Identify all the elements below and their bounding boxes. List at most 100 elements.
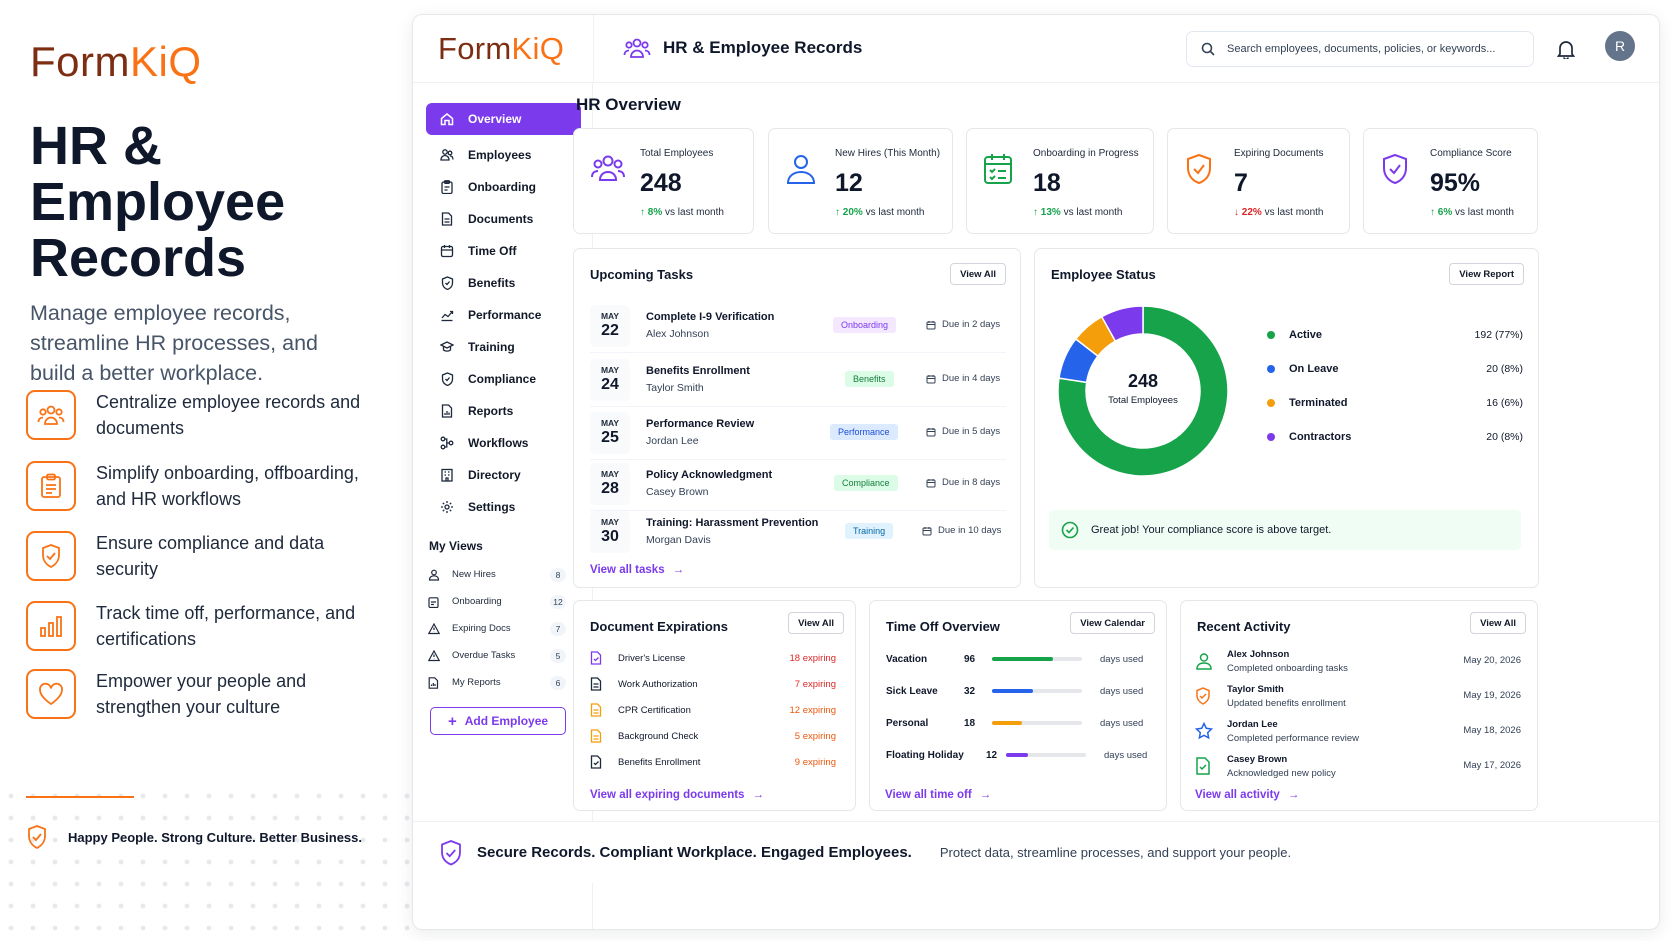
view-label: New Hires	[452, 569, 496, 580]
task-row[interactable]: MAY 30 Training: Harassment Prevention Mo…	[590, 507, 1006, 559]
sidebar-item-label: Reports	[468, 404, 514, 418]
legend-dot	[1267, 433, 1275, 441]
view-all-documents-button[interactable]: View All	[788, 612, 844, 634]
bell-icon[interactable]	[1557, 39, 1575, 59]
sidebar-item-training[interactable]: Training	[426, 332, 581, 362]
feature-text: Centralize employee records and document…	[96, 392, 361, 438]
donut-center: 248 Total Employees	[1053, 371, 1233, 406]
document-row[interactable]: CPR Certification 12 expiring	[590, 697, 836, 723]
task-row[interactable]: MAY 22 Complete I-9 Verification Alex Joh…	[590, 301, 1006, 353]
workflow-icon	[440, 436, 454, 450]
feature-item: Simplify onboarding, offboarding, and HR…	[26, 460, 366, 512]
view-all-activity-link[interactable]: View all activity →	[1195, 789, 1300, 801]
sidebar-item-settings[interactable]: Settings	[426, 492, 581, 522]
clipboard-icon	[26, 461, 76, 511]
kpi-value: 7	[1234, 169, 1248, 197]
kpi-card[interactable]: Expiring Documents 7 ↓ 22% vs last month	[1167, 128, 1350, 234]
sidebar-item-employees[interactable]: Employees	[426, 140, 581, 170]
donut-slice-active	[1057, 305, 1229, 477]
brand-logo: FormKiQ	[30, 38, 202, 85]
feature-text: Track time off, performance, and certifi…	[96, 603, 356, 649]
sidebar-item-directory[interactable]: Directory	[426, 460, 581, 490]
add-employee-button[interactable]: + Add Employee	[430, 707, 566, 735]
task-person: Casey Brown	[646, 486, 709, 498]
task-row[interactable]: MAY 25 Performance Review Jordan Lee Perf…	[590, 408, 1006, 460]
view-report-button[interactable]: View Report	[1449, 263, 1524, 285]
sidebar: Overview Employees Onboarding Documents …	[413, 83, 593, 929]
feature-item: Track time off, performance, and certifi…	[26, 600, 366, 652]
kpi-value: 248	[640, 169, 682, 197]
feature-item: Ensure compliance and data security	[26, 530, 366, 582]
marketing-panel: FormKiQ HR & Employee Records Manage emp…	[0, 0, 410, 941]
progress-bar	[992, 689, 1082, 693]
time-off-row: Vacation 96 days used	[886, 653, 1144, 665]
sidebar-item-label: Compliance	[468, 372, 537, 386]
activity-row[interactable]: Jordan Lee Completed performance review Ma…	[1195, 717, 1521, 752]
view-all-tasks-link[interactable]: View all tasks →	[590, 564, 685, 576]
card-title: Upcoming Tasks	[590, 267, 694, 282]
sidebar-item-label: Directory	[468, 468, 521, 482]
kpi-value: 95%	[1430, 169, 1481, 197]
document-row[interactable]: Benefits Enrollment 9 expiring	[590, 749, 836, 775]
search-box[interactable]	[1186, 31, 1534, 67]
view-all-tasks-button[interactable]: View All	[950, 263, 1006, 285]
view-calendar-button[interactable]: View Calendar	[1070, 612, 1155, 634]
sidebar-item-overview[interactable]: Overview	[426, 103, 581, 135]
task-row[interactable]: MAY 24 Benefits Enrollment Taylor Smith B…	[590, 355, 1006, 407]
document-row[interactable]: Background Check 5 expiring	[590, 723, 836, 749]
avatar[interactable]: R	[1605, 31, 1635, 61]
activity-row[interactable]: Alex Johnson Completed onboarding tasks Ma…	[1195, 647, 1521, 682]
page-title: HR & Employee Records	[663, 38, 863, 57]
kpi-card[interactable]: Total Employees 248 ↑ 8% vs last month	[573, 128, 754, 234]
arrow-up-icon: ↑	[835, 207, 840, 218]
sidebar-item-documents[interactable]: Documents	[426, 204, 581, 234]
sidebar-item-performance[interactable]: Performance	[426, 300, 581, 330]
sidebar-nav: Overview Employees Onboarding Documents …	[426, 103, 581, 524]
task-person: Alex Johnson	[646, 328, 710, 340]
people-icon	[440, 148, 454, 162]
card-title: Recent Activity	[1197, 619, 1291, 634]
legend-dot	[1267, 365, 1275, 373]
sidebar-item-compliance[interactable]: Compliance	[426, 364, 581, 394]
my-views-heading: My Views	[429, 539, 483, 553]
kpi-delta: ↑ 8% vs last month	[640, 207, 724, 218]
document-row[interactable]: Work Authorization 7 expiring	[590, 671, 836, 697]
clipboard-icon	[428, 596, 440, 608]
view-overdue-tasks[interactable]: Overdue Tasks 5	[428, 642, 566, 669]
divider	[26, 796, 134, 798]
activity-row[interactable]: Casey Brown Acknowledged new policy May 17…	[1195, 752, 1521, 787]
sidebar-item-reports[interactable]: Reports	[426, 396, 581, 426]
document-expirations-card: Document Expirations View All Driver's L…	[573, 600, 856, 811]
search-input[interactable]	[1227, 43, 1517, 55]
doc-orange-icon	[590, 703, 604, 717]
sidebar-item-benefits[interactable]: Benefits	[426, 268, 581, 298]
donut-slice-contractors	[1100, 305, 1144, 343]
view-onboarding[interactable]: Onboarding 12	[428, 588, 566, 615]
view-all-activity-button[interactable]: View All	[1470, 612, 1526, 634]
arrow-down-icon: ↓	[1234, 207, 1239, 218]
view-new-hires[interactable]: New Hires 8	[428, 561, 566, 588]
document-row[interactable]: Driver's License 18 expiring	[590, 645, 836, 671]
app-logo[interactable]: FormKiQ	[438, 31, 565, 66]
app-window: FormKiQ HR & Employee Records R Overview…	[412, 14, 1660, 930]
card-title: Document Expirations	[590, 619, 728, 634]
sidebar-item-workflows[interactable]: Workflows	[426, 428, 581, 458]
task-due: Due in 8 days	[926, 477, 1000, 488]
view-all-time-off-link[interactable]: View all time off →	[885, 789, 992, 801]
view-expiring-documents-link[interactable]: View all expiring documents →	[590, 789, 764, 801]
view-expiring-docs[interactable]: Expiring Docs 7	[428, 615, 566, 642]
view-my-reports[interactable]: My Reports 6	[428, 669, 566, 696]
kpi-card[interactable]: New Hires (This Month) 12 ↑ 20% vs last …	[768, 128, 953, 234]
sidebar-item-onboarding[interactable]: Onboarding	[426, 172, 581, 202]
home-icon	[440, 112, 454, 126]
view-count: 6	[550, 675, 566, 690]
sidebar-item-time-off[interactable]: Time Off	[426, 236, 581, 266]
kpi-card[interactable]: Compliance Score 95% ↑ 6% vs last month	[1363, 128, 1538, 234]
kpi-card[interactable]: Onboarding in Progress 18 ↑ 13% vs last …	[966, 128, 1154, 234]
task-row[interactable]: MAY 28 Policy Acknowledgment Casey Brown …	[590, 459, 1006, 511]
activity-row[interactable]: Taylor Smith Updated benefits enrollment M…	[1195, 682, 1521, 717]
clipboard-icon	[440, 180, 454, 194]
banner-text: Great job! Your compliance score is abov…	[1091, 524, 1332, 536]
view-count: 8	[550, 567, 566, 582]
feature-text: Empower your people and strengthen your …	[96, 671, 307, 717]
